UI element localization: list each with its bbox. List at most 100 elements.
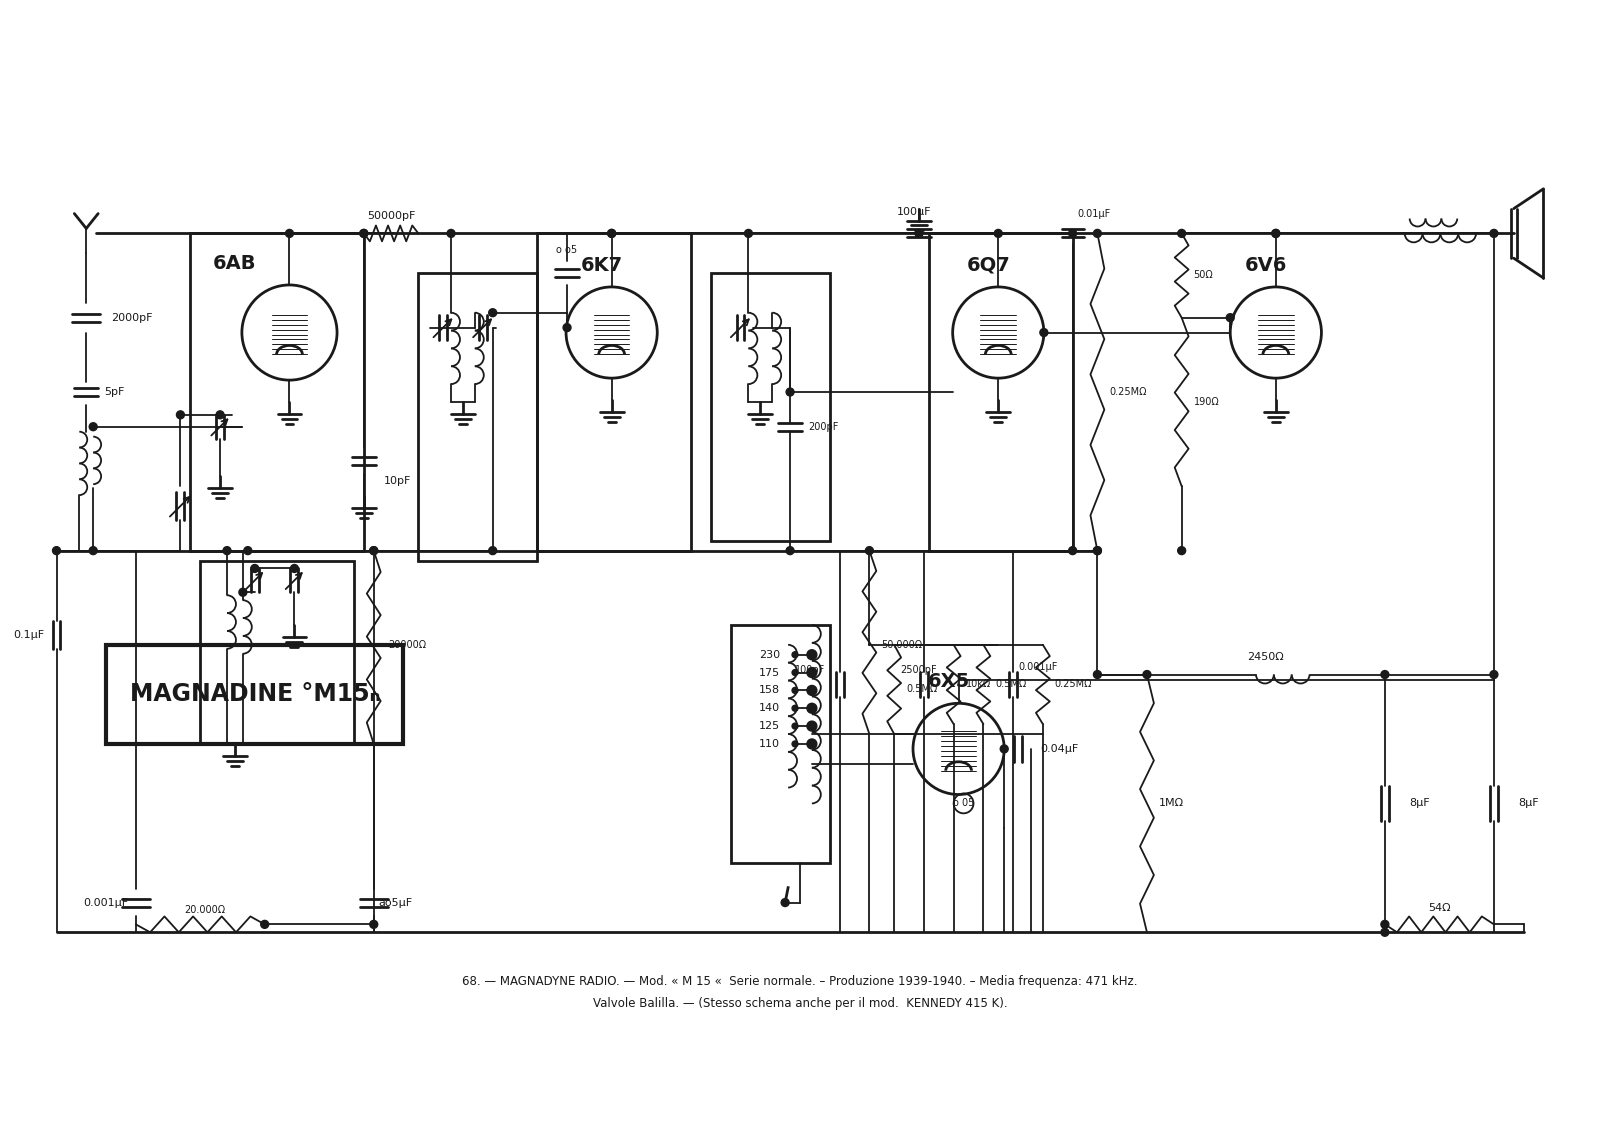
Text: 8µF: 8µF — [1410, 798, 1430, 809]
Text: 230: 230 — [758, 649, 781, 659]
Bar — [418, 273, 538, 561]
Circle shape — [90, 546, 98, 554]
Circle shape — [1178, 230, 1186, 238]
Text: 68. — MAGNADYNE RADIO. — Mod. « M 15 «  Serie normale. – Produzione 1939-1940. –: 68. — MAGNADYNE RADIO. — Mod. « M 15 « S… — [462, 975, 1138, 988]
Text: 6Q7: 6Q7 — [966, 256, 1010, 275]
Text: 0.1µF: 0.1µF — [13, 630, 45, 640]
Text: 140: 140 — [758, 703, 781, 714]
Circle shape — [563, 323, 571, 331]
Text: 0.04µF: 0.04µF — [1040, 744, 1078, 754]
Bar — [190, 233, 363, 551]
Text: 6AB: 6AB — [213, 253, 256, 273]
Text: 190Ω: 190Ω — [1194, 397, 1219, 407]
Circle shape — [238, 588, 246, 596]
Text: 0.5MΩ: 0.5MΩ — [906, 684, 938, 694]
Circle shape — [285, 230, 293, 238]
Text: 6X5: 6X5 — [928, 672, 970, 691]
Circle shape — [866, 546, 874, 554]
Text: 2450Ω: 2450Ω — [1248, 651, 1285, 662]
Text: 0.5MΩ: 0.5MΩ — [995, 680, 1027, 690]
Circle shape — [744, 230, 752, 238]
Circle shape — [608, 230, 616, 238]
Circle shape — [792, 706, 798, 711]
Text: 2500pF: 2500pF — [901, 665, 938, 674]
Text: 54Ω: 54Ω — [1429, 903, 1451, 913]
Text: ao5µF: ao5µF — [379, 898, 413, 907]
Text: 0.25MΩ: 0.25MΩ — [1054, 680, 1093, 690]
Circle shape — [1490, 230, 1498, 238]
Circle shape — [1093, 546, 1101, 554]
Circle shape — [446, 230, 454, 238]
Bar — [538, 233, 691, 551]
Circle shape — [90, 423, 98, 431]
Circle shape — [222, 546, 230, 554]
Text: o 05: o 05 — [954, 798, 974, 809]
Text: 100µF: 100µF — [896, 207, 931, 217]
Circle shape — [1226, 313, 1234, 321]
Circle shape — [1093, 671, 1101, 679]
Circle shape — [370, 546, 378, 554]
Circle shape — [608, 230, 616, 238]
Circle shape — [1000, 745, 1008, 753]
Circle shape — [915, 230, 923, 238]
Circle shape — [1069, 546, 1077, 554]
Circle shape — [291, 564, 298, 572]
Circle shape — [786, 546, 794, 554]
Bar — [731, 625, 830, 863]
Circle shape — [1178, 546, 1186, 554]
Circle shape — [1381, 671, 1389, 679]
Text: 100pF: 100pF — [795, 665, 826, 674]
Text: 1MΩ: 1MΩ — [1158, 798, 1184, 809]
Text: MAGNADINE °M15ₙ: MAGNADINE °M15ₙ — [130, 682, 379, 707]
Text: o o5: o o5 — [557, 245, 578, 256]
Circle shape — [216, 411, 224, 418]
Text: 175: 175 — [758, 667, 781, 677]
Circle shape — [792, 723, 798, 729]
Circle shape — [806, 685, 818, 696]
Circle shape — [1093, 546, 1101, 554]
Circle shape — [261, 921, 269, 929]
Circle shape — [53, 546, 61, 554]
Circle shape — [370, 546, 378, 554]
Text: 20000Ω: 20000Ω — [389, 640, 427, 650]
Circle shape — [1142, 671, 1150, 679]
Circle shape — [1381, 929, 1389, 936]
Circle shape — [1040, 329, 1048, 337]
Bar — [930, 233, 1072, 551]
Circle shape — [370, 921, 378, 929]
Text: 0.001µF: 0.001µF — [1018, 662, 1058, 672]
Circle shape — [806, 739, 818, 749]
Circle shape — [781, 899, 789, 907]
Text: 20.000Ω: 20.000Ω — [184, 906, 226, 915]
Text: 10kΩ: 10kΩ — [965, 680, 990, 690]
Text: 50.000Ω: 50.000Ω — [882, 640, 923, 650]
Bar — [200, 561, 354, 744]
Text: Valvole Balilla. — (Stesso schema anche per il mod.  KENNEDY 415 K).: Valvole Balilla. — (Stesso schema anche … — [592, 998, 1008, 1010]
Circle shape — [251, 564, 259, 572]
Circle shape — [792, 670, 798, 675]
Circle shape — [176, 411, 184, 418]
Text: 8µF: 8µF — [1518, 798, 1539, 809]
Circle shape — [806, 703, 818, 714]
Circle shape — [786, 388, 794, 396]
Bar — [106, 645, 403, 744]
Circle shape — [1272, 230, 1280, 238]
Bar — [710, 273, 830, 541]
Circle shape — [806, 667, 818, 677]
Text: 50Ω: 50Ω — [1194, 270, 1213, 280]
Text: 110: 110 — [758, 739, 781, 749]
Circle shape — [1490, 671, 1498, 679]
Text: 125: 125 — [758, 722, 781, 731]
Circle shape — [792, 741, 798, 746]
Circle shape — [806, 650, 818, 659]
Circle shape — [243, 546, 251, 554]
Text: 158: 158 — [758, 685, 781, 696]
Text: 0.01µF: 0.01µF — [1077, 208, 1110, 218]
Circle shape — [792, 688, 798, 693]
Text: 5pF: 5pF — [104, 387, 125, 397]
Circle shape — [360, 230, 368, 238]
Circle shape — [994, 230, 1002, 238]
Circle shape — [792, 651, 798, 658]
Circle shape — [488, 546, 496, 554]
Text: 6K7: 6K7 — [581, 256, 622, 275]
